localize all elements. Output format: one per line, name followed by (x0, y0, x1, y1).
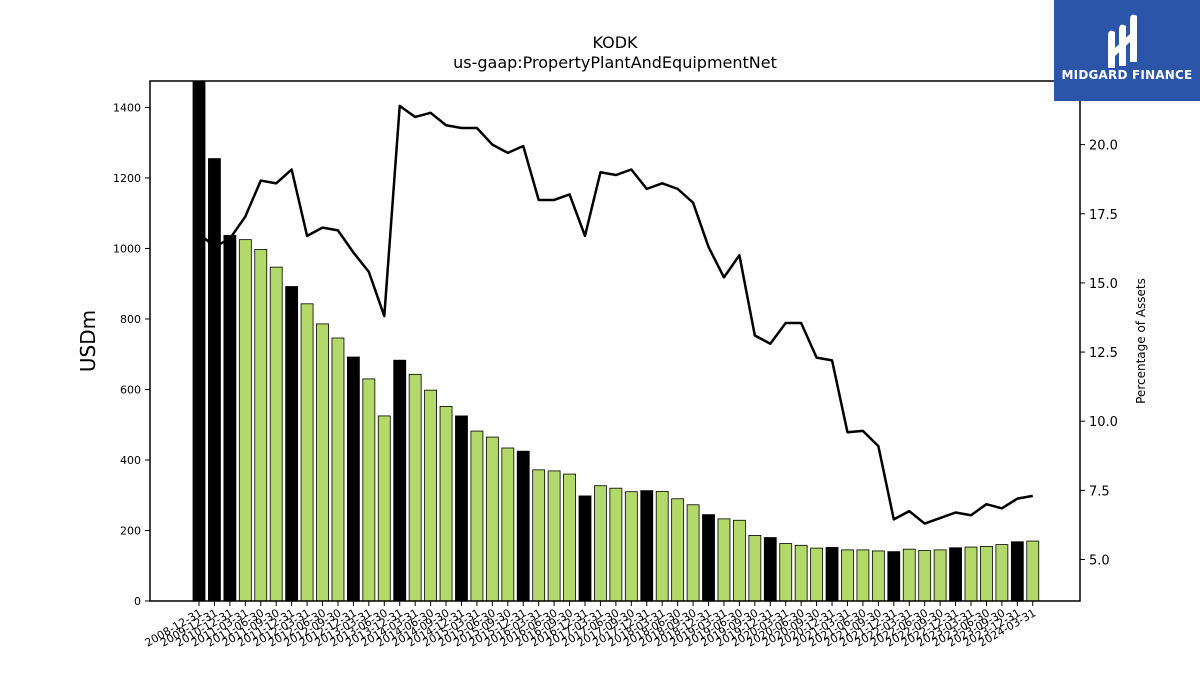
bar (346, 356, 360, 602)
y-tick-label-right: 12.5 (1089, 346, 1118, 361)
bar (779, 543, 793, 602)
bar (933, 549, 947, 602)
bar (733, 519, 746, 602)
bar (810, 547, 823, 602)
bar (1026, 540, 1040, 602)
bar (825, 547, 839, 602)
bar (254, 249, 268, 602)
bar (563, 473, 576, 602)
bar (856, 549, 870, 602)
bar (455, 415, 468, 602)
y-tick-label-left: 1000 (113, 242, 141, 255)
bar (424, 389, 438, 602)
y-tick-label-left: 200 (120, 524, 141, 537)
y-tick-label-right: 17.5 (1089, 208, 1118, 223)
y-tick-label-left: 800 (120, 313, 141, 326)
y-tick-label-left: 0 (134, 595, 141, 608)
bar (841, 549, 854, 602)
bar (702, 514, 715, 602)
bar (501, 447, 515, 602)
y-tick-label-right: 5.0 (1089, 554, 1110, 569)
y-tick-label-left: 1400 (113, 101, 141, 114)
bar (285, 286, 299, 602)
bar (485, 436, 499, 602)
series-line (198, 104, 1033, 525)
y-axis-right: 5.0 7.5 10.0 12.5 15.0 17.5 20.0 (1080, 139, 1118, 569)
bar (717, 518, 731, 602)
bar (208, 158, 221, 602)
logo-mark-icon (1108, 14, 1137, 69)
bar (393, 359, 407, 602)
bar (748, 535, 762, 602)
bar (594, 485, 607, 602)
bar (192, 80, 206, 602)
bar (300, 303, 314, 602)
y-tick-label-right: 7.5 (1089, 484, 1110, 499)
bar (362, 378, 376, 602)
plot-frame (149, 80, 1081, 602)
bar (640, 490, 654, 602)
bar (547, 470, 561, 602)
bar (439, 405, 453, 602)
plot-area (192, 80, 1040, 602)
bar (871, 550, 885, 602)
x-axis: 2008-12-312009-12-312010-12-312011-03-31… (143, 601, 1038, 650)
bar (655, 490, 669, 602)
y-tick-label-right: 10.0 (1089, 415, 1118, 430)
bar (470, 430, 484, 602)
bar (794, 544, 808, 602)
y-axis-label-left: USDm (76, 310, 100, 372)
bar (887, 551, 901, 602)
bar (316, 323, 329, 602)
bar (949, 547, 962, 602)
y-axis-left: 0 200 400 600 800 1000 1200 1400 (113, 101, 150, 608)
bar (902, 548, 916, 602)
y-axis-label-right: Percentage of Assets (1134, 278, 1148, 404)
bar (964, 546, 978, 602)
bar (408, 373, 422, 602)
bar (578, 495, 592, 602)
bar (532, 469, 546, 602)
bar (609, 487, 623, 602)
bar (763, 537, 777, 602)
bar (223, 235, 237, 602)
logo: MIDGARD FINANCE (1054, 0, 1200, 101)
logo-text: MIDGARD FINANCE (1061, 68, 1193, 82)
y-tick-label-right: 20.0 (1089, 139, 1118, 154)
bar (516, 450, 530, 602)
bar (686, 504, 700, 602)
chart-title: KODK (592, 33, 638, 52)
bar (1010, 541, 1024, 602)
bar (238, 239, 252, 602)
y-tick-label-left: 400 (120, 454, 141, 467)
bar (671, 498, 685, 602)
y-tick-label-left: 600 (120, 383, 141, 396)
bar (918, 550, 932, 602)
y-tick-label-right: 15.0 (1089, 277, 1118, 292)
y-tick-label-left: 1200 (113, 172, 141, 185)
bar (331, 337, 345, 602)
bar (995, 544, 1009, 602)
bar (269, 266, 283, 602)
bar (980, 545, 993, 602)
bar (624, 491, 638, 602)
bar (377, 415, 391, 602)
chart-subtitle: us-gaap:PropertyPlantAndEquipmentNet (453, 53, 777, 72)
